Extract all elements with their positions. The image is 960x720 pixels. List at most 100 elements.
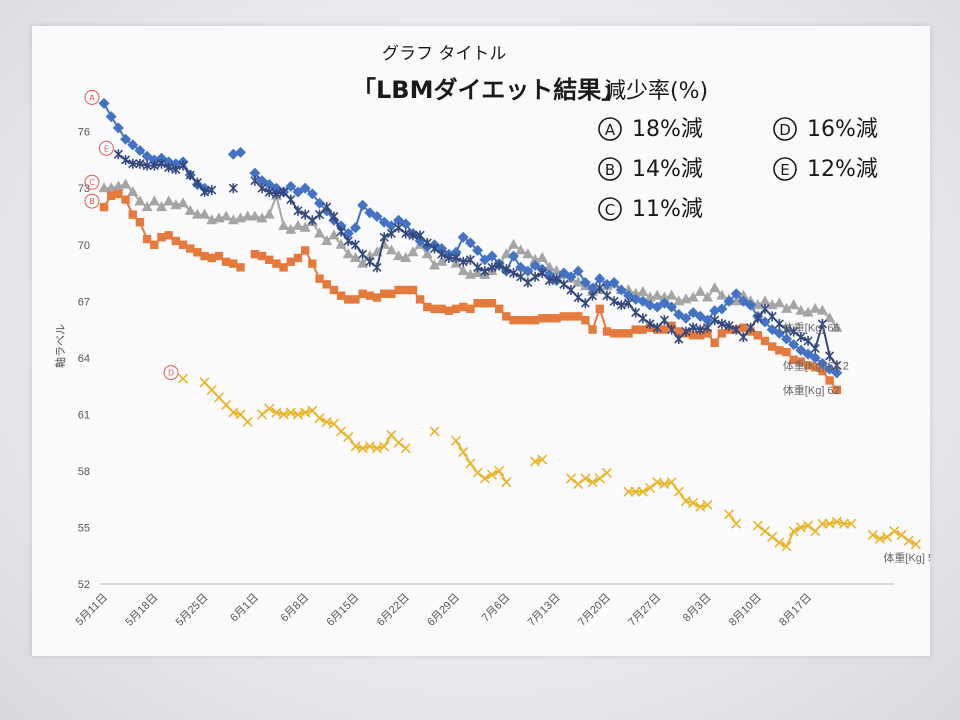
data-point-E <box>645 318 655 329</box>
data-point-C <box>781 302 793 313</box>
data-point-C <box>622 284 634 294</box>
data-point-C <box>342 248 354 259</box>
end-labels: 体重[Kg] 65 体重[Kg] 62 体重[Kg] 63.2 体重[Kg] 53 <box>783 321 930 565</box>
data-point-E <box>810 343 820 354</box>
data-point-C <box>400 251 412 262</box>
data-point-C <box>191 208 203 219</box>
data-point-C <box>709 282 721 293</box>
data-point-D <box>400 443 411 454</box>
series-A: A <box>84 89 843 379</box>
data-point-C <box>666 289 678 300</box>
data-point-D <box>824 518 835 529</box>
data-point-E <box>113 149 123 160</box>
data-point-B <box>487 298 497 308</box>
data-point-A <box>263 178 275 190</box>
data-point-B <box>710 338 719 347</box>
reduction-notes: A 18%減 D 16%減 B 14%減 E 12%減 C 11%減 <box>598 117 878 222</box>
data-point-D <box>817 518 828 529</box>
data-point-D <box>723 509 735 520</box>
data-point-A <box>472 244 484 256</box>
data-point-B <box>703 329 712 338</box>
data-point-E <box>760 303 770 314</box>
data-point-D <box>903 535 914 546</box>
x-tick-labels: 5月11日 5月18日 5月25日 6月1日 6月8日 6月15日 6月22日 6月29日 7月… <box>74 592 815 629</box>
data-point-C <box>393 250 405 261</box>
data-point-E <box>710 315 720 326</box>
data-point-B <box>178 240 188 249</box>
data-point-E <box>171 164 181 175</box>
data-point-B <box>322 280 331 289</box>
data-point-A <box>666 301 678 313</box>
data-point-A <box>572 265 584 277</box>
note-mark: D <box>779 121 791 139</box>
data-point-D <box>630 486 641 497</box>
data-point-C <box>98 182 110 193</box>
data-point-D <box>882 531 893 542</box>
data-point-E <box>623 298 634 309</box>
data-point-C <box>148 195 160 206</box>
data-point-D <box>896 529 907 541</box>
data-point-B <box>308 259 317 268</box>
data-point-B <box>530 315 540 325</box>
data-point-B <box>696 331 705 340</box>
data-point-A <box>385 220 397 232</box>
data-point-A <box>314 197 326 209</box>
data-point-B <box>573 312 583 321</box>
data-point-B <box>767 342 777 351</box>
data-point-C <box>457 265 469 276</box>
data-point-B <box>803 361 813 370</box>
data-point-B <box>142 234 152 244</box>
data-point-E <box>580 298 590 309</box>
data-point-E <box>128 158 138 169</box>
data-point-C <box>328 229 340 240</box>
data-point-E <box>544 275 555 286</box>
data-point-E <box>631 307 641 318</box>
data-point-E <box>444 252 454 263</box>
data-point-D <box>321 416 332 427</box>
data-point-B <box>150 240 159 249</box>
data-point-E <box>451 252 461 263</box>
series-B: B <box>84 189 842 395</box>
data-point-B <box>624 329 633 338</box>
data-point-A <box>745 299 757 311</box>
data-point-D <box>371 443 383 454</box>
data-point-E <box>429 243 440 254</box>
data-point-C <box>572 276 584 287</box>
data-point-A <box>723 295 735 307</box>
data-point-D <box>652 477 663 488</box>
data-point-D <box>393 437 404 448</box>
data-point-C <box>522 248 534 259</box>
data-point-B <box>257 251 267 261</box>
data-point-D <box>479 473 490 484</box>
series-start-mark: D <box>163 365 179 381</box>
note-mark: A <box>605 121 616 139</box>
note-mark: B <box>605 161 615 179</box>
data-point-E <box>559 279 569 290</box>
series-start-mark: C <box>84 174 100 190</box>
y-tick-label: 61 <box>78 409 90 421</box>
data-point-E <box>314 209 325 220</box>
data-point-C <box>730 295 742 306</box>
data-point-A <box>579 276 591 288</box>
data-point-B <box>516 315 525 325</box>
x-tick-label: 7月13日 <box>526 592 563 629</box>
data-point-A <box>285 180 297 192</box>
data-point-B <box>221 257 231 266</box>
data-point-C <box>134 195 146 206</box>
data-point-A <box>788 339 800 351</box>
data-point-E <box>279 187 289 197</box>
data-point-D <box>465 458 476 469</box>
data-point-B <box>502 312 511 321</box>
data-point-C <box>177 197 189 208</box>
data-point-D <box>494 465 505 476</box>
x-tick-label: 6月29日 <box>425 592 462 629</box>
data-point-E <box>185 170 195 181</box>
data-point-D <box>795 522 806 533</box>
data-point-B <box>300 246 310 255</box>
data-point-C <box>155 201 167 212</box>
data-point-B <box>609 329 619 338</box>
data-point-D <box>580 473 591 484</box>
data-point-D <box>846 518 857 529</box>
data-point-D <box>573 479 584 490</box>
data-point-C <box>220 210 232 221</box>
